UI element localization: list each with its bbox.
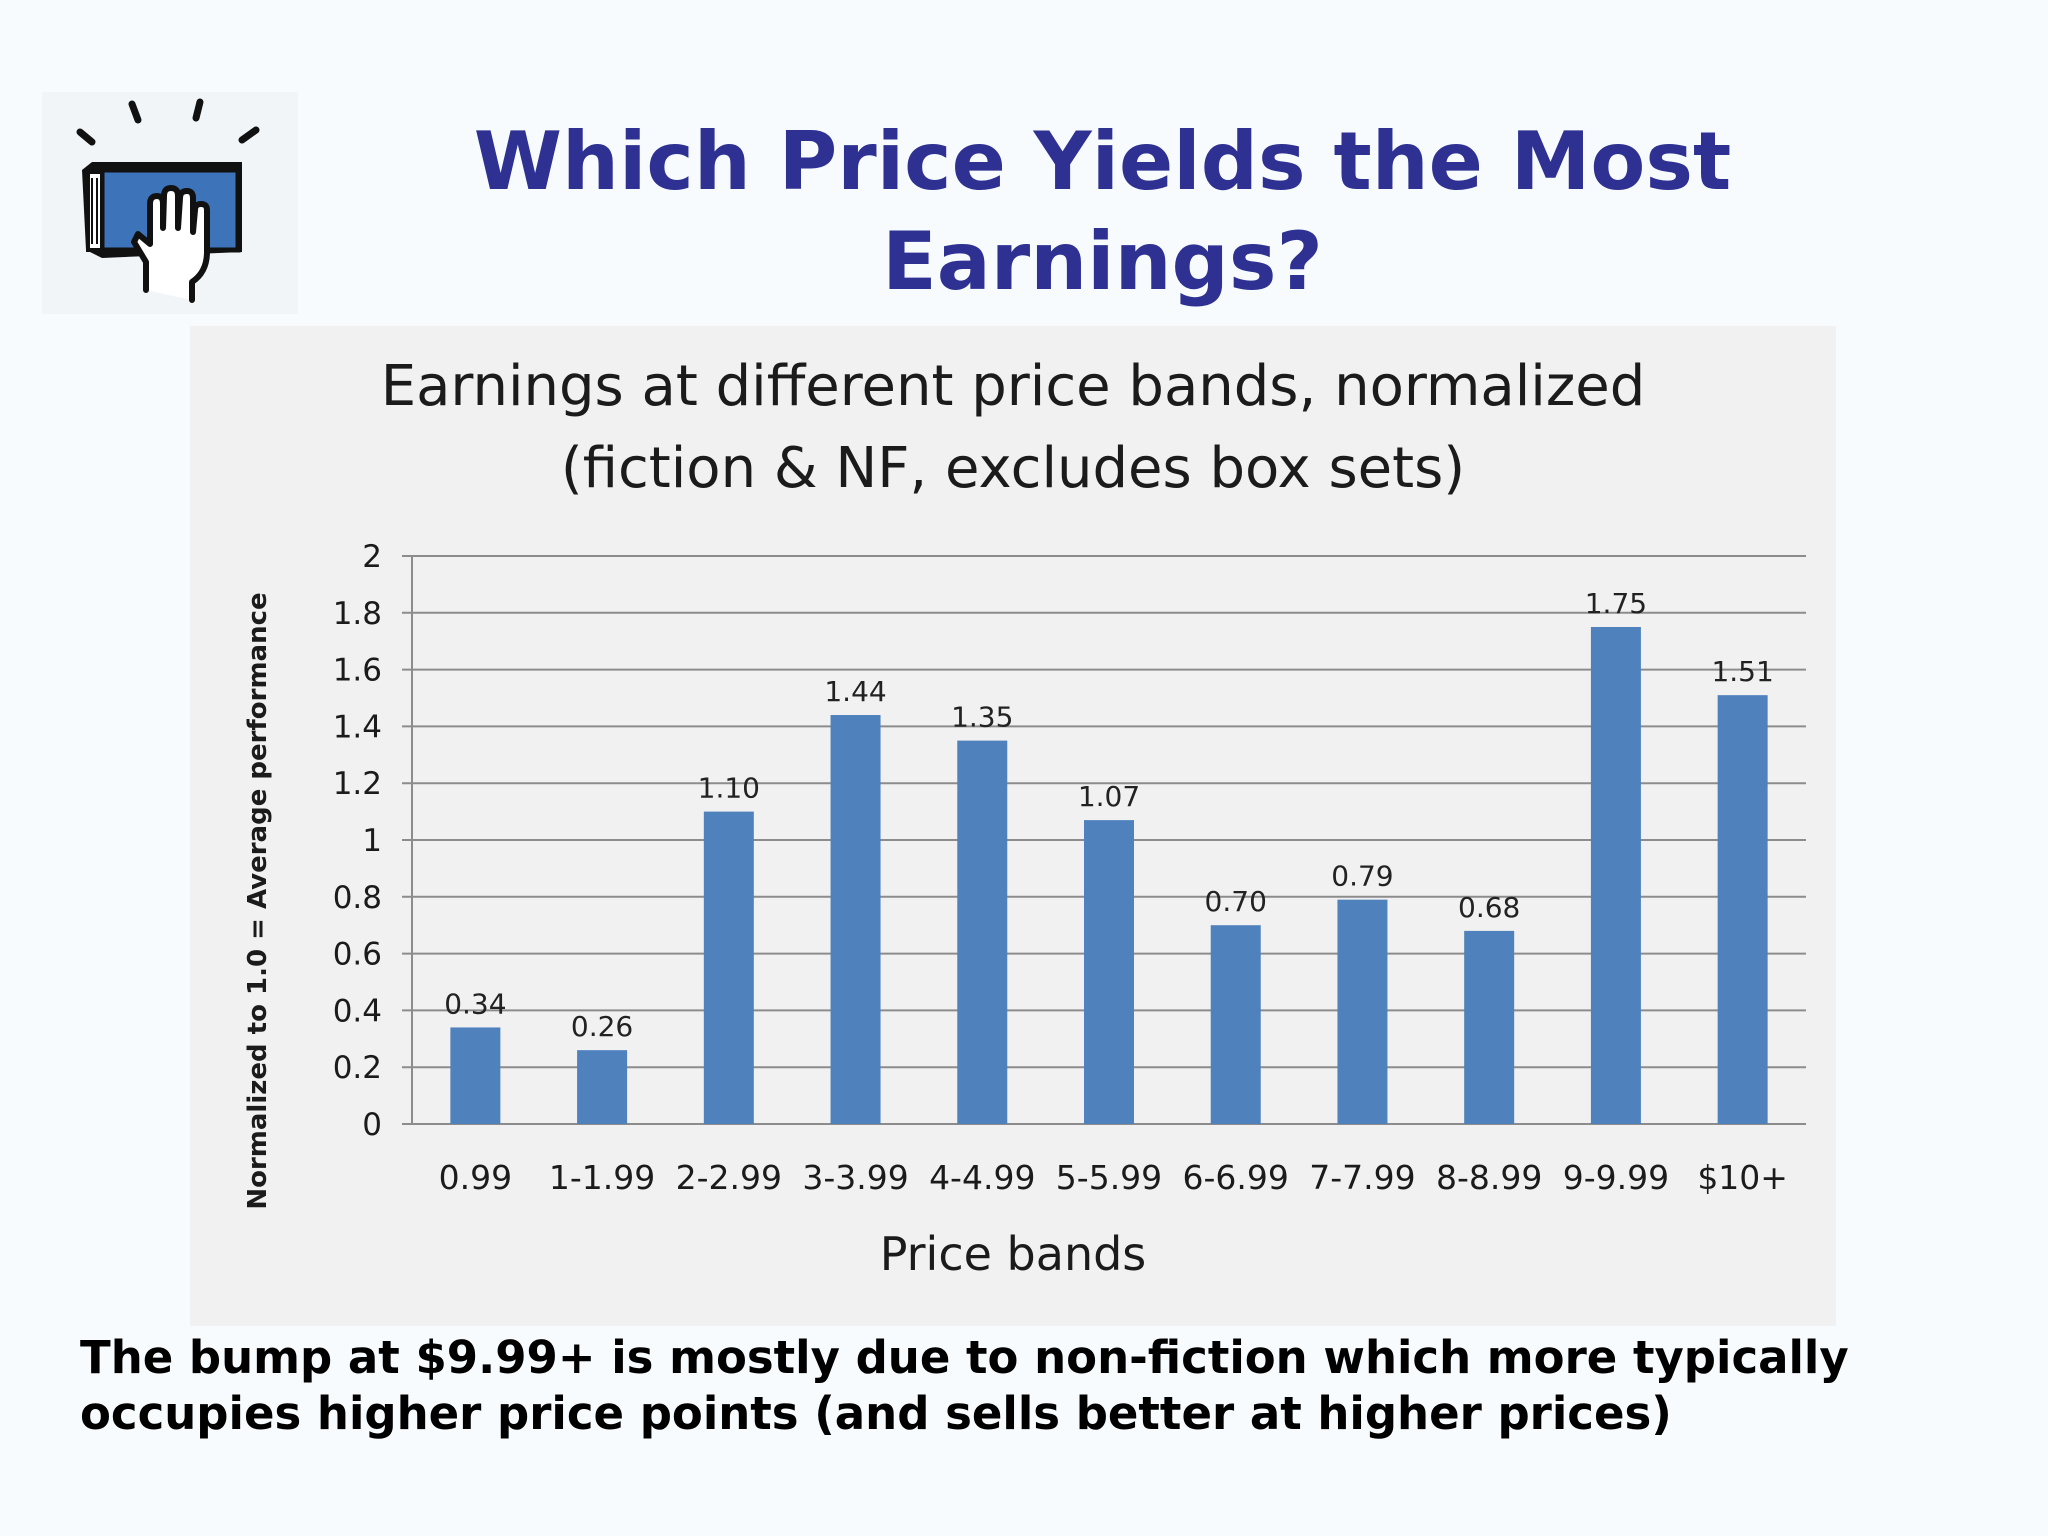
data-label: 1.35	[951, 701, 1013, 734]
data-label: 0.79	[1331, 860, 1393, 893]
y-tick-label: 2	[362, 539, 382, 575]
y-tick-label: 0.2	[333, 1050, 382, 1086]
x-tick-label: 3-3.99	[802, 1158, 908, 1197]
x-tick-label: 9-9.99	[1563, 1158, 1669, 1197]
bar-chart: 0 0.2 0.4 0.6 0.8 1 1.2 1.4 1.6 1.8 2 0.34 0.99 0.26 1…	[333, 539, 1806, 1197]
data-label: 0.34	[444, 987, 506, 1020]
data-label: 0.26	[571, 1010, 633, 1043]
y-tick-label: 0.4	[333, 993, 382, 1029]
data-label: 0.68	[1458, 891, 1520, 924]
y-tick-label: 0.6	[333, 937, 382, 973]
bar	[1210, 925, 1261, 1124]
y-tick-label: 1	[362, 823, 382, 859]
bar	[577, 1050, 628, 1124]
data-label: 0.70	[1205, 885, 1267, 918]
data-label: 1.51	[1711, 655, 1773, 688]
x-tick-label: $10+	[1697, 1158, 1788, 1197]
x-tick-label: 0.99	[439, 1158, 512, 1197]
y-tick-label: 1.2	[333, 766, 382, 802]
data-label: 1.07	[1078, 780, 1140, 813]
y-tick-label: 0.8	[333, 880, 382, 916]
data-label: 1.10	[698, 772, 760, 805]
hand-on-book-icon	[76, 98, 260, 303]
x-tick-label: 2-2.99	[676, 1158, 782, 1197]
slide-title-line-1: Which Price Yields the Most	[473, 115, 1732, 208]
footnote: The bump at $9.99+ is mostly due to non-…	[80, 1330, 1960, 1442]
data-label: 1.75	[1585, 587, 1647, 620]
footnote-line-1: The bump at $9.99+ is mostly due to non-…	[80, 1331, 1849, 1384]
chart-title-line-2: (fiction & NF, excludes box sets)	[560, 436, 1466, 501]
bar	[1084, 820, 1134, 1124]
bar	[1717, 695, 1768, 1124]
bar	[1590, 627, 1641, 1124]
y-axis-title: Normalized to 1.0 = Average performance	[243, 592, 273, 1210]
bar	[450, 1027, 501, 1124]
chart-title-line-1: Earnings at different price bands, norma…	[380, 354, 1646, 419]
x-tick-label: 1-1.99	[549, 1158, 655, 1197]
y-tick-label: 1.8	[333, 596, 382, 632]
bar	[1464, 930, 1515, 1124]
x-tick-label: 5-5.99	[1056, 1158, 1162, 1197]
data-label: 1.44	[824, 675, 886, 708]
footnote-line-2: occupies higher price points (and sells …	[80, 1387, 1672, 1440]
bar	[1337, 899, 1388, 1124]
x-tick-label: 7-7.99	[1309, 1158, 1415, 1197]
bar	[703, 811, 754, 1124]
x-tick-label: 8-8.99	[1436, 1158, 1542, 1197]
logo	[42, 92, 298, 314]
bar	[830, 715, 881, 1124]
chart-panel: 0 0.2 0.4 0.6 0.8 1 1.2 1.4 1.6 1.8 2 0.34 0.99 0.26 1…	[190, 326, 1836, 1326]
slide-title-line-2: Earnings?	[882, 215, 1323, 308]
bar	[957, 740, 1008, 1124]
x-axis-title: Price bands	[879, 1227, 1147, 1281]
x-tick-label: 4-4.99	[929, 1158, 1035, 1197]
x-tick-label: 6-6.99	[1183, 1158, 1289, 1197]
slide-title: Which Price Yields the Most Earnings?	[430, 112, 1775, 312]
y-tick-label: 1.4	[333, 709, 382, 745]
y-tick-label: 1.6	[333, 653, 382, 689]
y-tick-label: 0	[362, 1107, 382, 1143]
